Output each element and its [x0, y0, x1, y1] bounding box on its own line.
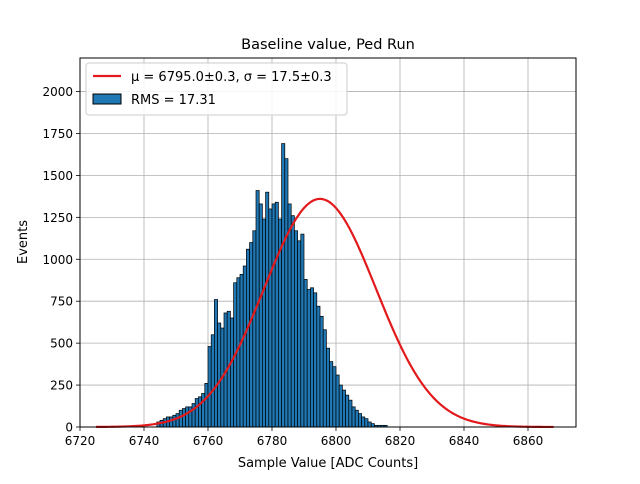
histogram-bar	[338, 384, 343, 428]
histogram-bar	[358, 413, 362, 428]
x-tick-label: 6800	[321, 434, 352, 448]
histogram-bar	[258, 203, 263, 428]
histogram-bar	[297, 240, 302, 428]
histogram-bar	[207, 346, 212, 428]
histogram-bar	[354, 409, 359, 428]
histogram-bar	[252, 230, 257, 428]
histogram-bar	[367, 421, 372, 428]
histogram-bar	[178, 409, 183, 428]
y-tick-label: 250	[50, 379, 73, 393]
histogram-bar	[329, 361, 334, 428]
y-tick-label: 750	[50, 295, 73, 309]
histogram-bar	[230, 317, 234, 428]
histogram-bar	[210, 334, 215, 428]
histogram-bar	[364, 418, 369, 428]
gaussian-fit-line	[95, 197, 554, 429]
y-tick-label: 500	[50, 337, 73, 351]
histogram-bar	[303, 279, 308, 428]
x-tick-label: 6780	[257, 434, 288, 448]
x-tick-label: 6740	[129, 434, 160, 448]
y-tick-label: 0	[65, 421, 73, 435]
histogram-bar	[242, 265, 247, 428]
legend: μ = 6795.0±0.3, σ = 17.5±0.3 RMS = 17.31	[85, 62, 348, 116]
histogram-bar	[322, 329, 327, 428]
histogram-bar	[198, 396, 202, 428]
x-tick-label: 6720	[65, 434, 96, 448]
histogram-bar	[348, 399, 353, 428]
histogram-bar	[194, 398, 199, 428]
y-tick-label: 1750	[42, 127, 73, 141]
histogram-bar	[351, 406, 356, 428]
histogram-bar	[294, 230, 298, 428]
histogram-bar	[313, 292, 318, 428]
histogram-bar	[361, 416, 366, 428]
legend-box	[85, 62, 348, 116]
chart-title: Baseline value, Ped Run	[241, 37, 415, 53]
histogram-bar	[284, 158, 289, 428]
histogram-bar	[182, 408, 186, 428]
histogram-bar	[345, 394, 350, 428]
histogram-bar	[319, 315, 324, 428]
y-tick-label: 1500	[42, 169, 73, 183]
histogram-bar	[204, 383, 209, 428]
histogram-bar	[175, 413, 180, 428]
histogram-bar	[169, 416, 174, 428]
histogram-bar	[287, 203, 292, 428]
histogram-bar	[370, 423, 375, 428]
histogram-bar	[310, 287, 314, 428]
histogram-bar	[214, 299, 218, 428]
histogram-bar	[271, 203, 276, 428]
histogram-bar	[246, 248, 250, 428]
y-axis-label: Events	[16, 220, 31, 264]
histogram-bar	[249, 242, 254, 428]
y-tick-label: 2000	[42, 85, 73, 99]
histogram-bar	[306, 289, 311, 428]
histogram-bar	[268, 208, 273, 428]
y-tick-label: 1250	[42, 211, 73, 225]
legend-rms-label: RMS = 17.31	[131, 93, 216, 108]
histogram-bar	[274, 201, 279, 428]
histogram-bar	[335, 374, 340, 428]
histogram-bar	[290, 215, 295, 428]
histogram-bar	[262, 218, 266, 428]
plot-frame	[79, 57, 577, 428]
legend-fit-label: μ = 6795.0±0.3, σ = 17.5±0.3	[131, 70, 332, 85]
histogram-bar	[185, 406, 190, 428]
histogram-bar	[300, 233, 305, 428]
x-axis-ticks: 6720 6740 6760 6780 6800 6820 6840 6860	[65, 427, 544, 448]
histogram-bar	[239, 274, 244, 428]
y-tick-label: 1000	[42, 253, 73, 267]
legend-rms-swatch	[92, 93, 122, 105]
x-tick-label: 6860	[513, 434, 544, 448]
histogram-bar	[332, 366, 337, 428]
histogram-bar	[281, 143, 286, 428]
y-axis-ticks: 0 250 500 750 1000 1250 1500 1750 2000	[42, 85, 80, 435]
histogram-bar	[217, 322, 222, 428]
x-tick-label: 6760	[193, 434, 224, 448]
histogram-bar	[265, 191, 270, 428]
histogram-bar	[316, 305, 321, 428]
histogram-bar	[342, 389, 346, 428]
x-axis-label: Sample Value [ADC Counts]	[238, 456, 418, 471]
x-tick-label: 6820	[385, 434, 416, 448]
x-tick-label: 6840	[449, 434, 480, 448]
histogram-bar	[326, 347, 330, 428]
histogram-bar	[172, 414, 177, 428]
